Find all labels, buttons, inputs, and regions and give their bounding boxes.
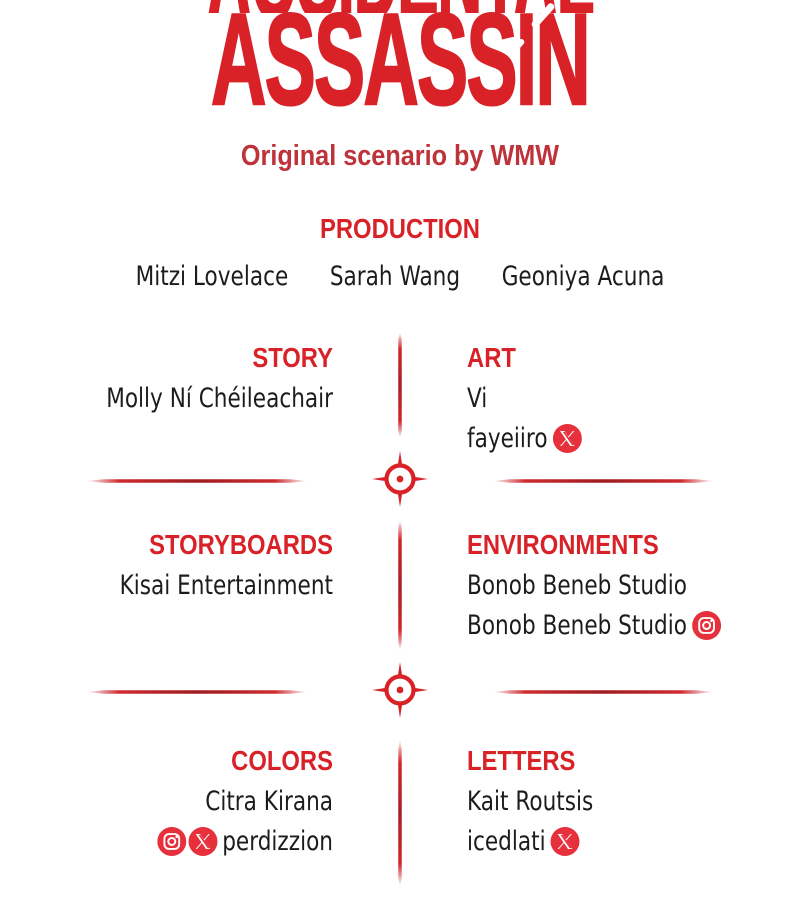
credit-line: perdizzion	[67, 821, 333, 861]
vertical-divider	[398, 519, 402, 651]
title-accidental: ACCIDENTAL	[206, 0, 595, 13]
credit-line: fayeiiro	[467, 418, 733, 458]
credit-line: Molly Ní Chéileachair	[67, 378, 333, 418]
credit-line: Kisai Entertainment	[67, 565, 333, 605]
credit-line: Kait Routsis	[467, 781, 733, 821]
x-icon[interactable]	[552, 423, 582, 453]
title-subtitle: Original scenario by WMW	[240, 140, 560, 172]
credit-name: Vi	[467, 382, 488, 414]
credit-name: Mitzi Lovelace	[135, 261, 289, 292]
divider-line	[86, 479, 308, 483]
credit-row-colors-letters: COLORS Citra Kirana perdizzion LETTERS K…	[0, 739, 800, 887]
divider-line	[86, 690, 308, 694]
credit-name: Sarah Wang	[329, 261, 461, 292]
section-divider	[0, 651, 800, 733]
x-icon[interactable]	[188, 826, 218, 856]
credit-line: Bonob Beneb Studio	[467, 605, 733, 645]
divider-line	[492, 479, 714, 483]
credit-name: Citra Kirana	[205, 785, 333, 817]
credit-line: Citra Kirana	[67, 781, 333, 821]
story-cell: STORY Molly Ní Chéileachair	[0, 338, 333, 458]
colors-header: COLORS	[231, 745, 333, 776]
title-assassin: ASSASSIN	[210, 0, 591, 132]
vertical-divider	[398, 739, 402, 887]
letters-cell: LETTERS Kait Routsis icedlati	[467, 741, 800, 887]
colors-cell: COLORS Citra Kirana perdizzion	[0, 741, 333, 887]
credit-name: icedlati	[467, 825, 546, 857]
credit-name: fayeiiro	[467, 422, 548, 454]
column-divider	[333, 519, 467, 651]
credit-line: Vi	[467, 378, 733, 418]
credit-name: Geoniya Acuna	[501, 261, 665, 292]
credit-name: Molly Ní Chéileachair	[106, 382, 333, 414]
vertical-divider	[398, 332, 402, 438]
instagram-icon[interactable]	[156, 826, 186, 856]
story-header: STORY	[252, 342, 333, 373]
credit-name: perdizzion	[222, 825, 333, 857]
column-divider	[333, 332, 467, 458]
title-block: ACCIDENTAL ASSASSIN Original scenario by…	[0, 0, 800, 172]
credit-line: Bonob Beneb Studio	[467, 565, 733, 605]
x-icon[interactable]	[550, 826, 580, 856]
crosshair-reticle-icon	[370, 660, 430, 725]
storyboards-cell: STORYBOARDS Kisai Entertainment	[0, 525, 333, 651]
storyboards-header: STORYBOARDS	[149, 529, 333, 560]
environments-header: ENVIRONMENTS	[467, 529, 659, 560]
credit-row-storyboards-environments: STORYBOARDS Kisai Entertainment ENVIRONM…	[0, 519, 800, 651]
credit-name: Kait Routsis	[467, 785, 594, 817]
art-header: ART	[467, 342, 516, 373]
production-header: PRODUCTION	[319, 213, 480, 244]
section-divider	[0, 458, 800, 504]
title-line-accidental-cropped: ACCIDENTAL	[0, 0, 800, 13]
column-divider	[333, 739, 467, 887]
production-names: Mitzi Lovelace Sarah Wang Geoniya Acuna	[80, 260, 720, 294]
divider-line	[492, 690, 714, 694]
art-cell: ART Vi fayeiiro	[467, 338, 800, 458]
credit-line: icedlati	[467, 821, 733, 861]
instagram-icon[interactable]	[692, 610, 722, 640]
credit-row-story-art: STORY Molly Ní Chéileachair ART Vi fayei…	[0, 332, 800, 458]
environments-cell: ENVIRONMENTS Bonob Beneb Studio Bonob Be…	[467, 525, 800, 651]
crosshair-reticle-icon	[370, 449, 430, 514]
letters-header: LETTERS	[467, 745, 576, 776]
credit-name: Bonob Beneb Studio	[467, 569, 687, 601]
credit-name: Bonob Beneb Studio	[467, 609, 687, 641]
production-section: PRODUCTION Mitzi Lovelace Sarah Wang Geo…	[0, 214, 800, 294]
credit-name: Kisai Entertainment	[119, 569, 333, 601]
